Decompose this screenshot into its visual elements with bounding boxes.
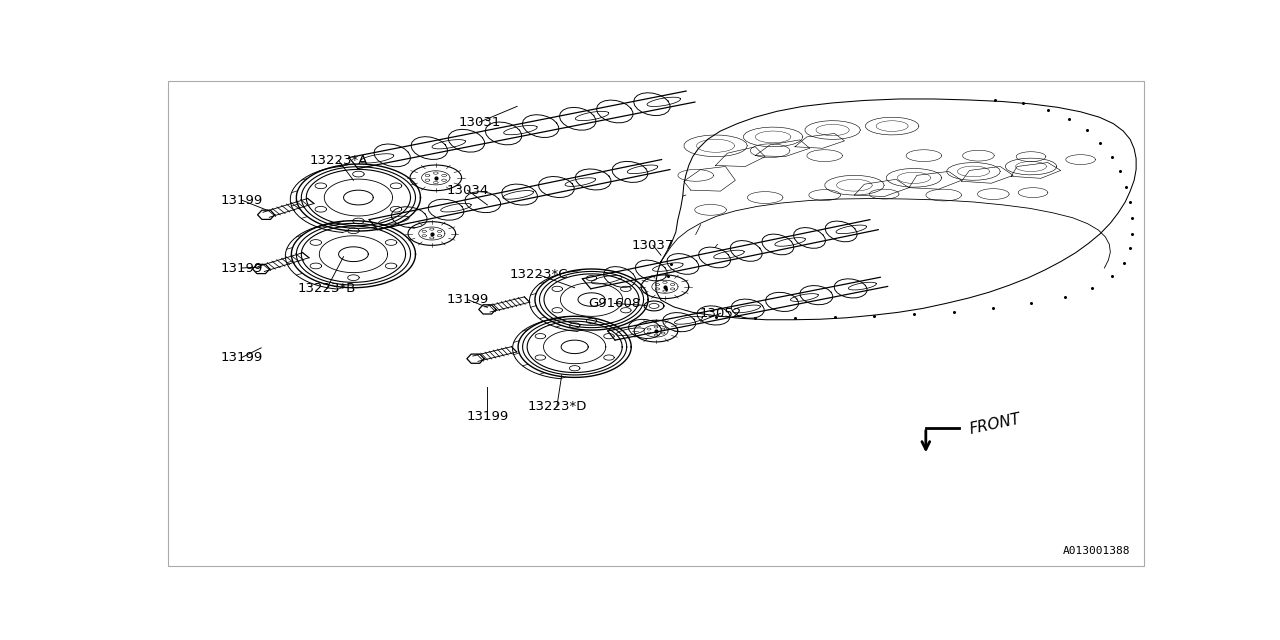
Text: 13199: 13199 [220,351,262,364]
Text: 13199: 13199 [447,293,489,306]
Text: 13223*B: 13223*B [297,282,356,295]
Text: 13034: 13034 [447,184,489,196]
Text: 13223*C: 13223*C [509,268,568,282]
Text: 13223*A: 13223*A [310,154,367,167]
Text: 13031: 13031 [458,116,500,129]
Text: 13199: 13199 [466,410,508,423]
Text: FRONT: FRONT [969,412,1023,437]
Text: 13052: 13052 [699,307,741,320]
Text: 13199: 13199 [220,193,262,207]
Text: 13199: 13199 [220,262,262,275]
Text: G91608: G91608 [589,297,640,310]
Text: 13223*D: 13223*D [527,401,586,413]
Text: A013001388: A013001388 [1062,546,1130,556]
Text: 13037: 13037 [632,239,675,252]
